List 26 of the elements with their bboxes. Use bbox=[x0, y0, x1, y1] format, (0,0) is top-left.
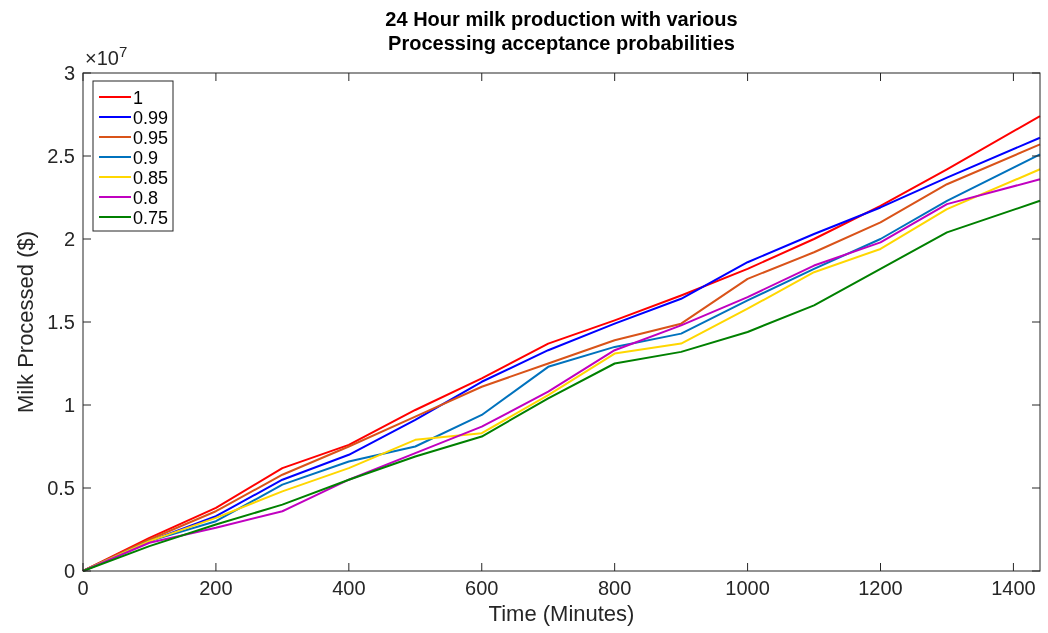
x-axis-title: Time (Minutes) bbox=[488, 601, 635, 626]
legend-label: 0.75 bbox=[133, 208, 169, 228]
legend-label: 0.85 bbox=[133, 168, 169, 188]
x-tick-label: 1400 bbox=[991, 577, 1036, 599]
chart-title: 24 Hour milk production with various Processing acceptance probabilities bbox=[385, 8, 738, 54]
legend-label: 0.8 bbox=[133, 188, 159, 208]
y-tick-label: 2 bbox=[63, 228, 75, 250]
x-tick-label: 600 bbox=[465, 577, 499, 599]
legend-label: 0.95 bbox=[133, 128, 169, 148]
y-tick-label: 0 bbox=[63, 560, 75, 582]
legend-label: 0.99 bbox=[133, 108, 169, 128]
x-tick-label: 200 bbox=[199, 577, 233, 599]
text: ×10$^{7}$ bbox=[85, 42, 128, 69]
x-tick-label: 800 bbox=[597, 577, 632, 599]
y-tick-label: 1.5 bbox=[47, 311, 75, 333]
y-axis-title: Milk Processed ($) bbox=[13, 230, 38, 414]
x-tick-label: 1000 bbox=[725, 577, 770, 599]
legend-label: 1 bbox=[133, 88, 144, 108]
y-tick-label: 1 bbox=[63, 394, 75, 416]
x-tick-label: 400 bbox=[332, 577, 366, 599]
x-tick-label: 1200 bbox=[858, 577, 903, 599]
y-tick-label: 2.5 bbox=[47, 145, 75, 167]
legend-label: 0.9 bbox=[133, 148, 159, 168]
y-tick-label: 0.5 bbox=[47, 477, 75, 499]
y-tick-label: 3 bbox=[63, 62, 75, 84]
x-tick-label: 0 bbox=[77, 577, 89, 599]
